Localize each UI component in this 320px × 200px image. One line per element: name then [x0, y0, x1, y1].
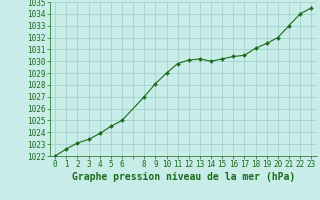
X-axis label: Graphe pression niveau de la mer (hPa): Graphe pression niveau de la mer (hPa) — [72, 172, 295, 182]
